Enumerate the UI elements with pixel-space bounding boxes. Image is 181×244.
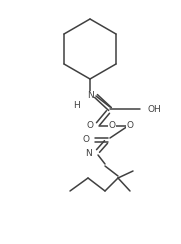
Text: N: N — [86, 149, 92, 157]
Text: O: O — [83, 135, 89, 144]
Text: O: O — [127, 122, 134, 131]
Text: H: H — [74, 102, 80, 111]
Text: O: O — [87, 122, 94, 131]
Text: OH: OH — [148, 104, 162, 113]
Text: O: O — [108, 122, 115, 131]
Text: N: N — [87, 92, 93, 101]
